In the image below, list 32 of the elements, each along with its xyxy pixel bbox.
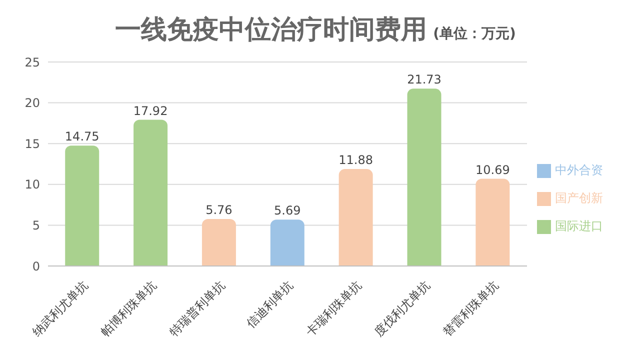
data-label: 21.73 (407, 72, 442, 87)
bar (65, 146, 100, 266)
legend-label: 中外合资 (555, 163, 603, 177)
data-label: 5.76 (206, 203, 232, 217)
data-label: 11.88 (338, 153, 373, 168)
x-tick-label: 度伐利尤单抗 (372, 278, 433, 340)
bar (134, 120, 168, 266)
legend-label: 国际进口 (555, 219, 603, 233)
y-tick-label: 20 (24, 96, 40, 110)
data-label: 5.69 (274, 204, 301, 218)
x-tick-label: 卡瑞利珠单抗 (303, 278, 364, 340)
bar (202, 219, 236, 266)
x-tick-label: 帕博利珠单抗 (98, 278, 159, 340)
x-tick-label: 特瑞普利单抗 (166, 278, 228, 340)
y-tick-label: 0 (32, 259, 40, 274)
chart-subtitle: (单位：万元) (433, 26, 516, 42)
y-tick-label: 5 (32, 218, 40, 232)
x-tick-label: 替雷利珠单抗 (440, 278, 502, 340)
bar (270, 220, 304, 266)
data-label: 10.69 (476, 162, 510, 177)
bar (407, 88, 442, 266)
data-label: 14.75 (64, 130, 100, 144)
y-tick-label: 25 (24, 55, 40, 70)
chart-title: 一线免疫中位治疗时间费用 (115, 15, 428, 45)
bar (338, 169, 373, 266)
bar (476, 178, 510, 266)
data-label: 17.92 (133, 104, 168, 118)
legend-label: 国产创新 (555, 191, 603, 205)
x-tick-label: 纳武利尤单抗 (30, 278, 91, 340)
y-tick-label: 15 (24, 136, 40, 151)
x-tick-label: 信迪利单抗 (244, 278, 296, 331)
y-tick-label: 10 (24, 178, 40, 192)
